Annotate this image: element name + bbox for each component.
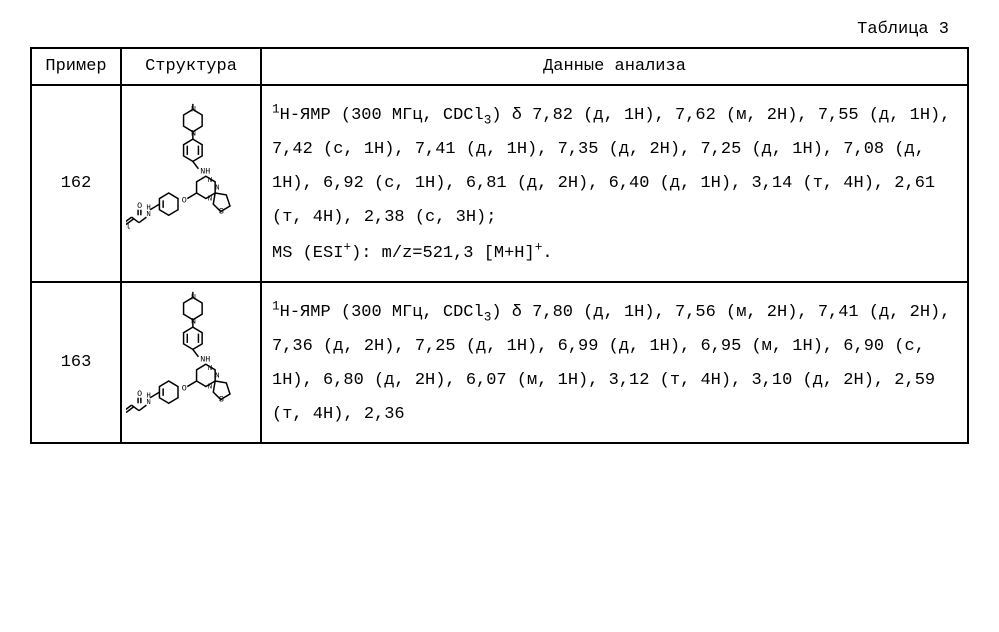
svg-text:N: N [208,177,212,185]
svg-text:S: S [219,206,224,216]
chemical-structure-icon: N N NH N N [126,102,256,260]
table-header-row: Пример Структура Данные анализа [31,48,968,85]
ms-end: . [542,244,552,263]
svg-text:N: N [146,399,150,407]
cell-analysis: 1H-ЯМР (300 МГц, CDCl3) δ 7,80 (д, 1H), … [261,282,968,443]
nmr-sup: 1 [272,298,280,313]
svg-text:NH: NH [200,354,210,364]
ms-sup1: + [343,240,351,255]
svg-text:N: N [208,383,212,391]
header-analysis: Данные анализа [261,48,968,85]
data-table: Пример Структура Данные анализа 162 N N [30,47,969,444]
svg-text:N: N [215,184,219,192]
svg-text:N: N [208,365,212,373]
header-structure: Структура [121,48,261,85]
table-caption: Таблица 3 [30,20,969,39]
nmr-label: H-ЯМР (300 МГц, CDCl [280,106,484,125]
cell-example: 162 [31,85,121,282]
analysis-text: 1H-ЯМР (300 МГц, CDCl3) δ 7,82 (д, 1H), … [272,106,950,227]
cell-analysis: 1H-ЯМР (300 МГц, CDCl3) δ 7,82 (д, 1H), … [261,85,968,282]
cell-example: 163 [31,282,121,443]
svg-text:O: O [137,201,142,211]
cell-structure: N N NH N N [121,85,261,282]
svg-text:N: N [215,372,219,380]
svg-text:NH: NH [200,166,210,176]
ms-mid: ): m/z=521,3 [M+H] [351,244,535,263]
svg-text:S: S [219,394,224,404]
ms-text: MS (ESI+): m/z=521,3 [M+H]+. [272,244,553,263]
svg-text:Cl: Cl [126,221,130,231]
nmr-sup: 1 [272,101,280,116]
cell-structure: N N NH N N N S [121,282,261,443]
svg-text:N: N [146,211,150,219]
analysis-text: 1H-ЯМР (300 МГц, CDCl3) δ 7,80 (д, 1H), … [272,303,950,424]
header-example: Пример [31,48,121,85]
table-row: 163 N N NH N [31,282,968,443]
table-row: 162 N N [31,85,968,282]
svg-text:N: N [208,195,212,203]
svg-text:O: O [182,383,187,393]
nmr-label: H-ЯМР (300 МГц, CDCl [280,303,484,322]
chemical-structure-icon: N N NH N N N S [126,290,256,429]
svg-text:O: O [137,389,142,399]
ms-prefix: MS (ESI [272,244,343,263]
svg-text:O: O [182,195,187,205]
